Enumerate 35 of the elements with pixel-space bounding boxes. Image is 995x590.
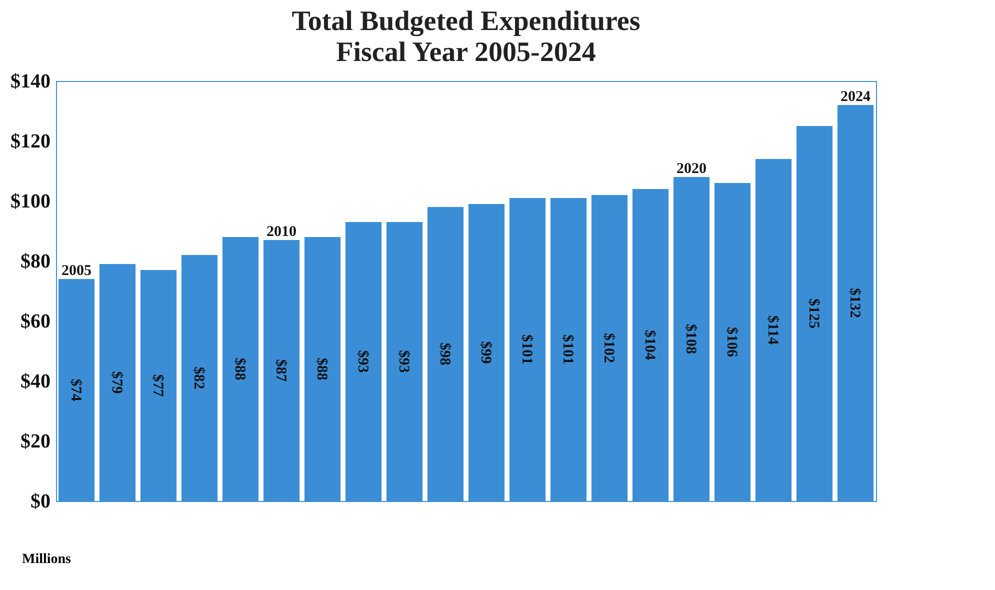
- data-label: $102: [600, 333, 616, 363]
- data-label: $132: [846, 288, 862, 318]
- x-tick-label: 2020: [676, 161, 706, 177]
- y-tick-label: $0: [30, 490, 50, 512]
- data-label: $101: [518, 334, 534, 364]
- data-label: $88: [314, 358, 330, 380]
- data-label: $106: [724, 327, 740, 358]
- chart-subtitle: Fiscal Year 2005-2024: [336, 37, 596, 68]
- y-tick-label: $40: [20, 370, 50, 392]
- data-label: $93: [396, 350, 412, 373]
- data-label: $79: [108, 371, 124, 394]
- x-tick-label: 2010: [266, 224, 296, 240]
- data-label: $101: [560, 334, 576, 364]
- data-label: $93: [354, 350, 370, 373]
- y-tick-label: $80: [20, 250, 50, 272]
- x-tick-label: 2005: [62, 263, 92, 279]
- x-tick-label: 2024: [840, 89, 871, 105]
- data-label: $108: [682, 324, 698, 354]
- data-label: $114: [764, 315, 780, 346]
- text: Millions: [22, 552, 72, 568]
- data-label: $125: [806, 298, 822, 328]
- data-label: $77: [150, 374, 166, 398]
- data-label: $98: [436, 342, 452, 366]
- chart-title: Total Budgeted Expenditures: [292, 6, 640, 37]
- data-label: $88: [232, 358, 248, 380]
- y-tick-label: $140: [10, 70, 50, 92]
- data-label: $99: [478, 341, 494, 364]
- y-tick-label: $120: [10, 130, 50, 152]
- y-tick-label: $100: [10, 190, 50, 212]
- data-label: $82: [190, 366, 206, 390]
- y-tick-label: $20: [20, 430, 50, 452]
- y-tick-label: $60: [20, 310, 50, 332]
- data-label: $104: [642, 330, 658, 360]
- data-label: $74: [68, 378, 84, 402]
- data-label: $87: [272, 359, 288, 382]
